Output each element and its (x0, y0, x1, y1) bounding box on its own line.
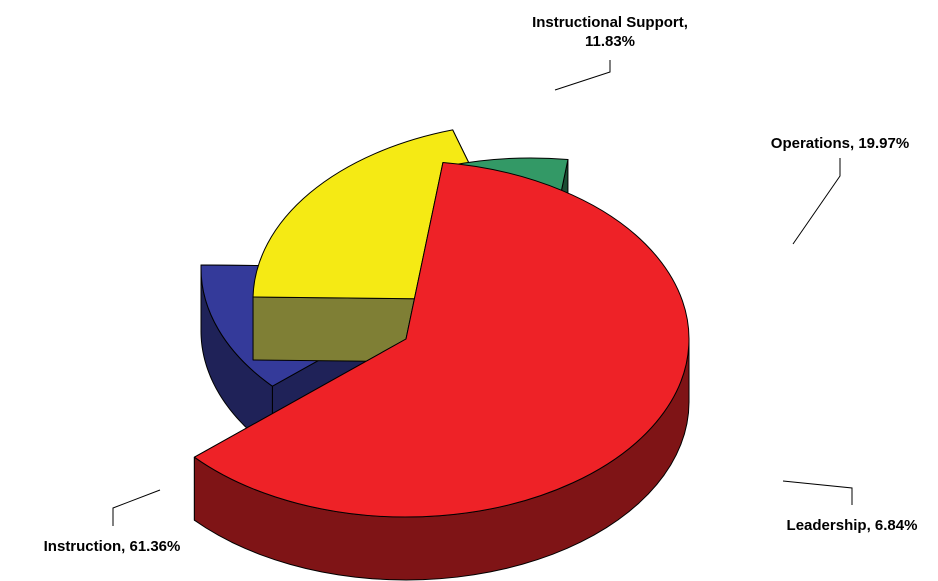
leader-line-instructional-support (554, 60, 611, 91)
leader-line-leadership (782, 480, 853, 505)
label-instructional-support-line-1: Instructional Support, (532, 14, 688, 31)
label-instruction: Instruction, 61.36% (44, 538, 181, 555)
label-operations: Operations, 19.97% (771, 135, 909, 152)
pie-slices (193, 129, 690, 581)
slice-labels: Instruction, 61.36% Instructional Support… (44, 14, 918, 555)
label-leadership: Leadership, 6.84% (787, 517, 918, 534)
slice-instruction (193, 162, 690, 581)
leader-line-operations (792, 158, 841, 245)
label-instructional-support-line-2: 11.83% (585, 33, 635, 50)
slice-instruction-top (193, 162, 690, 518)
leader-line-instruction (112, 489, 161, 526)
leader-lines (112, 60, 853, 526)
